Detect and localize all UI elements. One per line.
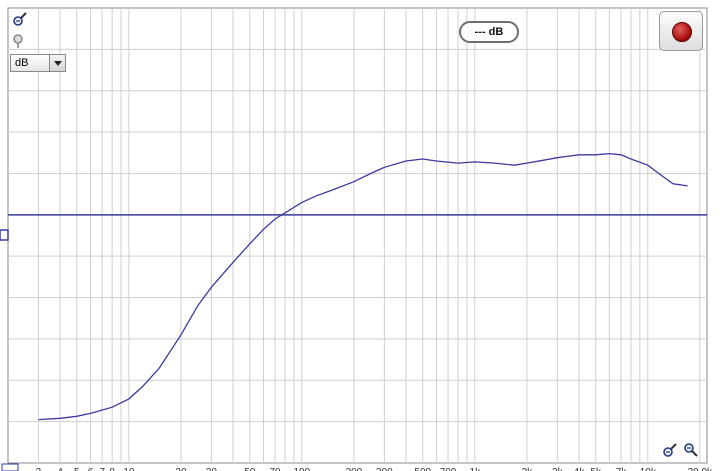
level-readout: --- dB — [459, 21, 519, 43]
vertical-gridlines — [37, 8, 701, 463]
magnifier-plus-icon[interactable] — [12, 11, 28, 27]
x-tick-label: 1k — [470, 467, 482, 471]
plot-area — [7, 7, 708, 464]
x-tick-label: 7 — [99, 467, 105, 471]
x-tick-label: 700 — [440, 467, 457, 471]
x-tick-label: 70 — [269, 467, 281, 471]
x-tick-label: 6 — [88, 467, 94, 471]
x-tick-label: 5 — [74, 467, 80, 471]
record-dot-icon — [672, 22, 692, 42]
x-tick-label: 10 — [123, 467, 135, 471]
x-tick-label: 7k — [616, 467, 628, 471]
x-tick-label: 4 — [57, 467, 63, 471]
reference-level-marker[interactable] — [0, 229, 9, 241]
record-button[interactable] — [659, 11, 703, 51]
x-tick-label: 10k — [640, 467, 657, 471]
x-axis-tick-labels: 3 4 5 6 78 10 20 30 50 70 100 200 300 500 700 1k 2k 3k 4k 5… — [36, 467, 713, 471]
response-curve — [38, 152, 688, 421]
magnifier-minus-icon[interactable] — [12, 33, 28, 49]
x-tick-label: 4k — [574, 467, 586, 471]
x-tick-label: 20.0k — [688, 467, 713, 471]
x-tick-label: 200 — [346, 467, 363, 471]
x-tick-label: 8 — [109, 467, 115, 471]
x-tick-label: 500 — [414, 467, 431, 471]
x-tick-label: 30 — [206, 467, 218, 471]
x-tick-label: 100 — [294, 467, 311, 471]
x-axis-origin-box — [1, 463, 19, 471]
unit-select-value: dB — [15, 57, 29, 69]
x-tick-label: 20 — [175, 467, 187, 471]
chevron-down-icon[interactable] — [49, 55, 65, 71]
x-tick-label: 3k — [552, 467, 564, 471]
magnifier-minus-icon[interactable] — [683, 442, 699, 458]
x-tick-label: 300 — [376, 467, 393, 471]
magnifier-plus-icon[interactable] — [662, 442, 678, 458]
unit-select[interactable]: dB — [10, 54, 66, 72]
x-tick-label: 50 — [244, 467, 256, 471]
x-tick-label: 3 — [36, 467, 42, 471]
x-tick-label: 2k — [522, 467, 534, 471]
x-tick-label: 5k — [590, 467, 602, 471]
